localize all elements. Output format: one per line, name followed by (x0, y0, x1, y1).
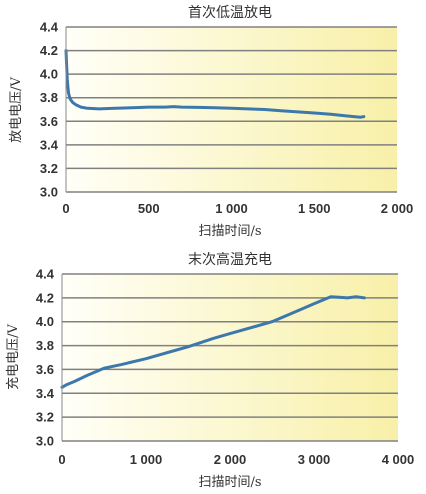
chart-1-x-label: 扫描时间/s (198, 224, 261, 239)
chart-1-y-label: 放电电压/V (9, 77, 24, 143)
chart-2-y-tick-label: 4.0 (36, 314, 54, 329)
chart-1-x-tick-label: 500 (138, 201, 160, 216)
chart-1-y-tick-label: 4.2 (40, 43, 58, 58)
chart-1-x-tick-label: 1 500 (298, 201, 331, 216)
chart-2-tick-labels: 3.0 3.2 3.4 3.6 3.8 4.0 4.2 4.4 0 1 000 2 000 3 000… (36, 267, 414, 468)
chart-1-y-tick-label: 3.8 (40, 90, 58, 105)
chart-1-y-tick-label: 3.6 (40, 114, 58, 129)
chart-1-x-tick-label: 1 000 (215, 201, 248, 216)
chart-2-y-tick-label: 3.2 (36, 410, 54, 425)
chart-2-y-tick-label: 3.6 (36, 362, 54, 377)
chart-2-y-tick-label: 3.8 (36, 338, 54, 353)
chart-2-x-tick-label: 1 000 (130, 452, 163, 467)
chart-1-series-line (64, 49, 366, 119)
chart-1-series (64, 49, 366, 119)
chart-2-y-label: 充电电压/V (5, 324, 21, 390)
chart-1-y-tick-label: 3.4 (40, 137, 59, 152)
chart-2-title: 末次高温充电 (188, 251, 272, 268)
chart-2-series-line (60, 295, 366, 389)
chart-2-plot-area (62, 274, 398, 441)
chart-2-y-tick-label: 4.2 (36, 290, 54, 305)
chart-2: 末次高温充电 3.0 3.2 3.4 3.6 3.8 4.0 4.2 4.4 0 1 000 2 0… (5, 251, 414, 490)
chart-1-y-tick-label: 3.0 (40, 185, 58, 200)
chart-1-y-tick-label: 3.2 (40, 161, 58, 176)
chart-1-y-tick-label: 4.4 (40, 20, 59, 35)
chart-2-grid (62, 273, 398, 442)
chart-1-grid (66, 26, 397, 193)
chart-1-x-tick-label: 2 000 (381, 201, 414, 216)
chart-2-x-tick-label: 3 000 (298, 452, 331, 467)
chart-2-y-tick-label: 4.4 (36, 267, 55, 282)
chart-2-x-tick-label: 4 000 (382, 452, 415, 467)
chart-1-tick-labels: 3.0 3.2 3.4 3.6 3.8 4.0 4.2 4.4 0 500 1 000 1 500 2 … (40, 20, 413, 217)
chart-2-x-label: 扫描时间/s (198, 475, 261, 490)
chart-1: 首次低温放电 3.0 3.2 3.4 3.6 3.8 4.0 4.2 4.4 0 500 1 000… (9, 5, 413, 239)
chart-2-x-tick-label: 0 (58, 452, 65, 467)
chart-1-y-tick-label: 4.0 (40, 67, 58, 82)
chart-1-title: 首次低温放电 (188, 5, 272, 21)
chart-2-y-tick-label: 3.0 (36, 434, 54, 449)
chart-2-y-tick-label: 3.4 (36, 386, 55, 401)
chart-1-x-tick-label: 0 (62, 201, 69, 216)
chart-2-series (60, 295, 366, 389)
chart-2-x-tick-label: 2 000 (214, 452, 247, 467)
